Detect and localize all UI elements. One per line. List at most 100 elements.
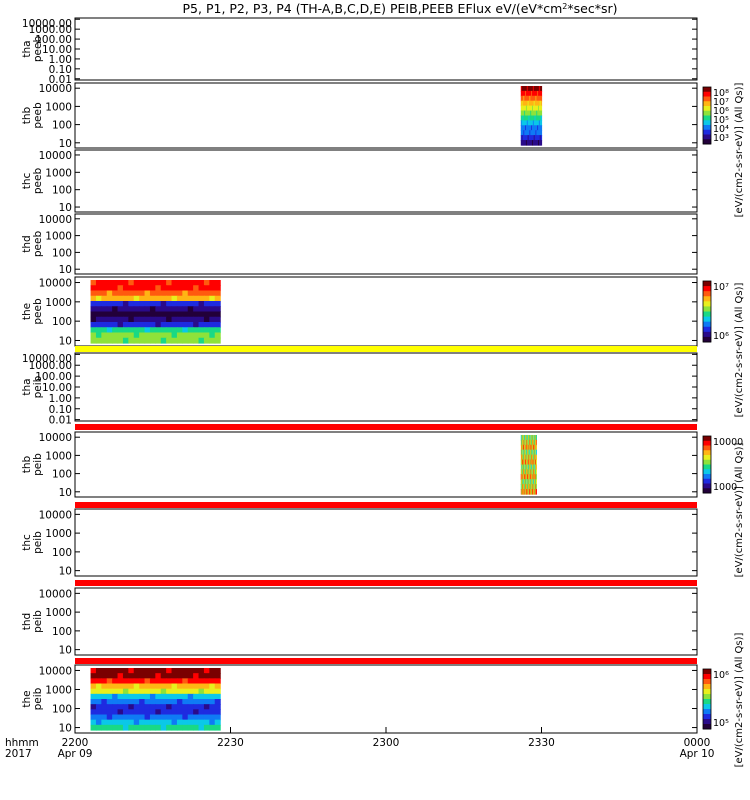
spectrogram-cell — [112, 322, 119, 328]
spectrogram-cell — [535, 469, 537, 475]
spectrogram-cell — [522, 100, 524, 107]
spectrogram-cell — [112, 327, 119, 334]
spectrogram-cell — [144, 280, 151, 286]
spectrogram-cell — [527, 449, 529, 456]
y-tick-label: 100 — [52, 626, 72, 638]
year-label: 2017 — [5, 748, 32, 760]
x-tick-label: 2300 — [373, 737, 400, 749]
spectrogram-cell — [160, 683, 167, 690]
colorbar-tick-label: 10⁶ — [713, 670, 729, 681]
spectrogram-cell — [537, 135, 539, 141]
spectrogram-cell — [533, 120, 536, 126]
spectrogram-cell — [532, 474, 534, 480]
spectrogram-cell — [520, 86, 523, 92]
spectrogram-cell — [540, 90, 543, 97]
colorbar-swatch — [703, 331, 711, 338]
spectrogram-cell — [203, 280, 210, 286]
spectrogram-cell — [521, 120, 524, 126]
spectrogram-cell — [527, 469, 529, 475]
spectrogram-cell — [198, 709, 205, 716]
y-tick-label: 100 — [52, 469, 72, 481]
spectrogram-cell — [524, 110, 526, 117]
spectrogram-cell — [203, 322, 210, 328]
spectrogram-cell — [166, 683, 173, 690]
spectrogram-cell — [530, 100, 532, 107]
spectrogram-cell — [133, 693, 140, 700]
spectrogram-cell — [533, 100, 536, 107]
spectrogram-cell — [523, 140, 525, 146]
spectrogram-cell — [198, 668, 205, 674]
spectrogram-cell — [523, 449, 525, 456]
y-tick-label: 1000 — [45, 167, 72, 179]
spectrogram-cell — [193, 301, 200, 307]
spectrogram-cell — [529, 86, 531, 92]
spectrogram-cell — [522, 439, 524, 446]
spectrogram-cell — [521, 100, 524, 107]
spectrogram-cell — [106, 688, 113, 695]
spectrogram-cell — [155, 693, 162, 700]
spectrogram-cell — [535, 459, 537, 466]
spectrogram-cell — [530, 105, 532, 112]
spectrogram-cell — [198, 327, 205, 334]
spectrogram-cell — [101, 709, 108, 716]
spectrogram-cell — [522, 454, 524, 461]
spectrogram-cell — [521, 125, 524, 131]
spectrogram-cell — [90, 683, 97, 690]
spectrogram-cell — [521, 90, 524, 97]
spectrogram-cell — [527, 95, 530, 102]
spectrogram-cell — [532, 484, 534, 490]
spectrogram-cell — [171, 327, 178, 334]
spectrogram-cell — [523, 469, 525, 475]
spectrogram-cell — [526, 100, 529, 107]
spectrogram-cell — [139, 337, 146, 344]
spectrogram-cell — [155, 699, 162, 705]
spectrogram-cell — [133, 337, 140, 344]
spectrogram-cell — [149, 683, 156, 690]
spectrogram-cell — [534, 464, 536, 471]
spectrogram-cell — [171, 337, 178, 344]
spectrogram-cell — [520, 464, 523, 471]
spectrogram-cell — [209, 316, 216, 323]
spectrogram-cell — [90, 295, 97, 302]
spectrogram-cell — [524, 469, 526, 475]
colorbar-swatch — [703, 699, 711, 705]
spectrogram-cell — [90, 327, 97, 334]
spectrogram-cell — [133, 280, 140, 286]
spectrogram-cell — [122, 306, 129, 313]
spectrogram-cell — [133, 301, 140, 307]
spectrogram-cell — [526, 479, 528, 485]
spectrogram-cell — [182, 280, 189, 286]
spectrogram-cell — [193, 332, 200, 339]
spectrogram-cell — [524, 435, 526, 441]
spectrogram-cell — [160, 668, 167, 674]
spectrogram-cell — [112, 688, 119, 695]
spectrogram-cell — [133, 709, 140, 716]
spectrogram-cell — [155, 301, 162, 307]
spectrogram-cell — [522, 449, 524, 456]
colorbar-swatch — [703, 139, 711, 145]
spectrogram-cell — [155, 678, 162, 685]
spectrogram-cell — [160, 678, 167, 685]
spectrogram-cell — [155, 290, 162, 297]
spectrogram-cell — [535, 90, 537, 97]
spectrogram-cell — [112, 704, 119, 710]
spectrogram-cell — [144, 311, 151, 318]
spectrogram-cell — [533, 479, 535, 485]
spectrogram-cell — [166, 719, 173, 726]
spectrogram-cell — [533, 469, 535, 475]
spectrogram-cell — [128, 673, 135, 679]
spectrogram-cell — [537, 95, 539, 102]
spectrogram-cell — [176, 337, 183, 344]
spectrogram-cell — [214, 316, 221, 323]
spectrogram-cell — [520, 120, 523, 126]
spectrogram-cell — [160, 709, 167, 716]
spectrogram-cell — [90, 322, 97, 328]
colorbar-swatch — [703, 469, 711, 475]
spectrogram-cell — [526, 90, 529, 97]
spectrogram-cell — [525, 115, 527, 122]
colorbar-swatch — [703, 704, 711, 710]
spectrogram-cell — [160, 332, 167, 339]
spectrogram-cell — [149, 668, 156, 674]
spectrogram-cell — [525, 444, 528, 451]
spectrogram-cell — [90, 724, 97, 731]
